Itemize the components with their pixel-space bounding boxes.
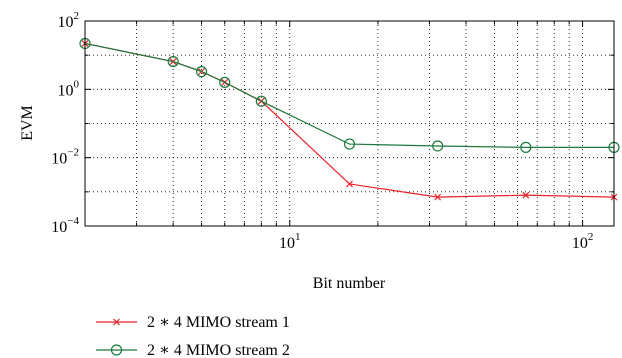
series-1-point <box>346 180 353 188</box>
series-2-point <box>195 66 208 78</box>
legend-label-2: 2 ∗ 4 MIMO stream 2 <box>147 342 290 358</box>
x-tick-label: 102 <box>572 231 594 252</box>
tick-labels: 10−4 10−2 100 102 101 102 <box>51 10 593 252</box>
y-tick-label: 102 <box>58 10 80 31</box>
legend-marker-2 <box>110 344 123 356</box>
y-tick-label: 10−4 <box>51 215 79 236</box>
series-line-1 <box>84 42 615 198</box>
y-tick-label: 10−2 <box>51 147 79 168</box>
series-1-point <box>522 191 530 199</box>
x-axis-label: Bit number <box>313 275 386 292</box>
series-2-point <box>343 138 356 150</box>
series-1-point <box>434 193 442 201</box>
ticks <box>85 20 614 227</box>
series-2-point <box>520 141 532 153</box>
series-layer <box>79 37 620 201</box>
y-tick-label: 100 <box>58 78 80 99</box>
series-2-point <box>432 140 444 152</box>
series-2-point <box>219 76 231 88</box>
x-tick-label: 101 <box>279 231 301 252</box>
series-line-2 <box>84 42 614 148</box>
legend-marker-1 <box>113 318 120 326</box>
series-2-point <box>167 55 179 68</box>
y-axis-label: EVM <box>19 105 36 141</box>
series-2-point <box>255 95 267 107</box>
legend: 2 ∗ 4 MIMO stream 1 2 ∗ 4 MIMO stream 2 <box>96 314 290 358</box>
grid <box>85 21 614 226</box>
legend-label-1: 2 ∗ 4 MIMO stream 1 <box>147 314 290 331</box>
